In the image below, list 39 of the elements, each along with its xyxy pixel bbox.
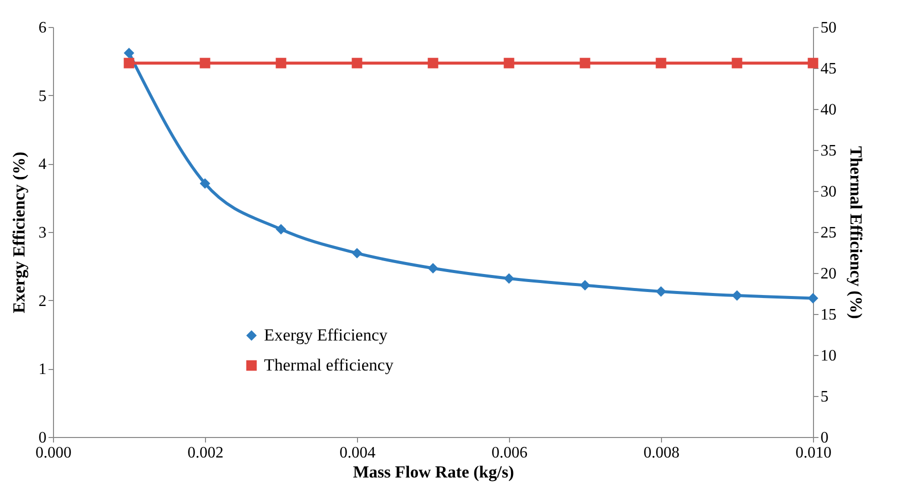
y2-tick-label: 10 (820, 348, 836, 364)
y-tick-label: 6 (38, 20, 46, 36)
y2-tick-label: 25 (820, 224, 836, 242)
y2-tick-label: 5 (820, 388, 828, 406)
y-axis-title: Exergy Efficiency (%) (10, 152, 28, 314)
y-tick-label: 1 (38, 361, 46, 378)
point (504, 273, 514, 284)
x-tick-label: 0.002 (188, 444, 224, 462)
y-tick-label: 0 (38, 430, 46, 446)
point (580, 280, 590, 291)
y2-tick-label: 30 (820, 184, 836, 200)
x-tick-label: 0.000 (36, 444, 72, 462)
y2-tick-label: 15 (820, 306, 836, 324)
y-tick-label: 2 (38, 292, 46, 310)
point (276, 224, 286, 235)
x-tick-label: 0.006 (492, 444, 528, 462)
point (732, 290, 742, 301)
y2-tick-label: 45 (820, 60, 836, 78)
x-tick-label: 0.004 (340, 444, 376, 462)
y-tick-label: 3 (38, 224, 46, 242)
y-tick-label: 5 (38, 88, 46, 105)
x-tick-label: 0.010 (796, 444, 832, 462)
point (200, 178, 210, 189)
y2-tick-label: 20 (820, 266, 836, 282)
point (428, 262, 438, 274)
x-axis-title: Mass Flow Rate (kg/s) (352, 462, 514, 482)
y2-tick-label: 35 (820, 142, 836, 160)
y2-tick-label: 50 (820, 20, 836, 36)
legend-label: Exergy Efficiency (264, 326, 388, 344)
point (808, 293, 818, 304)
y2-tick-label: 40 (820, 102, 836, 118)
legend-label: Thermal efficiency (264, 356, 394, 374)
y2-tick-label: 0 (820, 430, 828, 446)
x-tick-label: 0.008 (644, 444, 680, 462)
point (124, 48, 134, 58)
y2-axis-title: Thermal Efficiency (%) (846, 146, 866, 319)
point (656, 286, 666, 297)
y-tick-label: 4 (38, 156, 46, 174)
point (352, 248, 362, 258)
